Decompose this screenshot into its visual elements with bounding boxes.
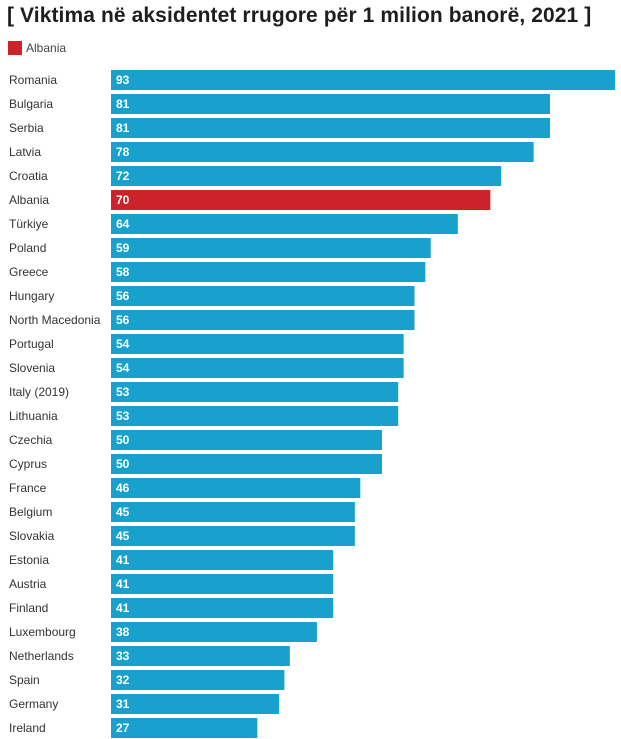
category-label-t-rkiye: Türkiye bbox=[9, 217, 49, 231]
value-label-slovenia: 54 bbox=[116, 361, 130, 375]
category-label-czechia: Czechia bbox=[9, 433, 53, 447]
category-label-lithuania: Lithuania bbox=[9, 409, 58, 423]
value-label-croatia: 72 bbox=[116, 169, 130, 183]
value-label-bulgaria: 81 bbox=[116, 97, 130, 111]
bar-croatia bbox=[111, 166, 502, 186]
value-label-cyprus: 50 bbox=[116, 457, 130, 471]
value-label-belgium: 45 bbox=[116, 505, 130, 519]
category-label-greece: Greece bbox=[9, 265, 49, 279]
value-label-finland: 41 bbox=[116, 601, 130, 615]
value-label-latvia: 78 bbox=[116, 145, 130, 159]
bar-latvia bbox=[111, 142, 534, 162]
value-label-t-rkiye: 64 bbox=[116, 217, 130, 231]
category-label-france: France bbox=[9, 481, 47, 495]
bar-t-rkiye bbox=[111, 214, 458, 234]
value-label-portugal: 54 bbox=[116, 337, 130, 351]
category-label-belgium: Belgium bbox=[9, 505, 52, 519]
bar-bulgaria bbox=[111, 94, 550, 114]
bar-lithuania bbox=[111, 406, 399, 426]
category-label-north-macedonia: North Macedonia bbox=[9, 313, 101, 327]
category-label-spain: Spain bbox=[9, 673, 40, 687]
value-label-estonia: 41 bbox=[116, 553, 130, 567]
value-label-lithuania: 53 bbox=[116, 409, 130, 423]
category-label-hungary: Hungary bbox=[9, 289, 54, 303]
value-label-poland: 59 bbox=[116, 241, 130, 255]
bar-ireland bbox=[111, 718, 258, 738]
bar-cyprus bbox=[111, 454, 382, 474]
category-label-netherlands: Netherlands bbox=[9, 649, 74, 663]
bar-slovenia bbox=[111, 358, 404, 378]
bar-spain bbox=[111, 670, 285, 690]
bar-albania bbox=[111, 190, 491, 210]
legend-swatch-albania bbox=[8, 41, 22, 55]
category-label-luxembourg: Luxembourg bbox=[9, 625, 76, 639]
bar-greece bbox=[111, 262, 426, 282]
bar-estonia bbox=[111, 550, 334, 570]
value-label-slovakia: 45 bbox=[116, 529, 130, 543]
bar-poland bbox=[111, 238, 431, 258]
bar-serbia bbox=[111, 118, 550, 138]
bar-portugal bbox=[111, 334, 404, 354]
bar-france bbox=[111, 478, 361, 498]
value-label-france: 46 bbox=[116, 481, 130, 495]
bar-netherlands bbox=[111, 646, 290, 666]
bar-belgium bbox=[111, 502, 355, 522]
bar-czechia bbox=[111, 430, 382, 450]
bar-luxembourg bbox=[111, 622, 317, 642]
category-label-cyprus: Cyprus bbox=[9, 457, 47, 471]
category-label-italy-2019: Italy (2019) bbox=[9, 385, 69, 399]
value-label-albania: 70 bbox=[116, 193, 130, 207]
value-label-romania: 93 bbox=[116, 73, 130, 87]
category-label-poland: Poland bbox=[9, 241, 46, 255]
category-label-bulgaria: Bulgaria bbox=[9, 97, 53, 111]
value-label-greece: 58 bbox=[116, 265, 130, 279]
category-label-austria: Austria bbox=[9, 577, 47, 591]
bar-italy-2019 bbox=[111, 382, 399, 402]
value-label-north-macedonia: 56 bbox=[116, 313, 130, 327]
category-label-slovenia: Slovenia bbox=[9, 361, 55, 375]
bar-north-macedonia bbox=[111, 310, 415, 330]
value-label-germany: 31 bbox=[116, 697, 130, 711]
category-label-finland: Finland bbox=[9, 601, 48, 615]
chart-title: [ Viktima në aksidentet rrugore për 1 mi… bbox=[7, 4, 592, 27]
legend-label-albania: Albania bbox=[26, 41, 67, 55]
value-label-netherlands: 33 bbox=[116, 649, 130, 663]
value-label-austria: 41 bbox=[116, 577, 130, 591]
category-label-estonia: Estonia bbox=[9, 553, 49, 567]
value-label-spain: 32 bbox=[116, 673, 130, 687]
bar-hungary bbox=[111, 286, 415, 306]
category-label-latvia: Latvia bbox=[9, 145, 41, 159]
value-label-hungary: 56 bbox=[116, 289, 130, 303]
category-label-croatia: Croatia bbox=[9, 169, 48, 183]
value-label-czechia: 50 bbox=[116, 433, 130, 447]
category-label-romania: Romania bbox=[9, 73, 57, 87]
bar-slovakia bbox=[111, 526, 355, 546]
value-label-serbia: 81 bbox=[116, 121, 130, 135]
category-label-ireland: Ireland bbox=[9, 721, 46, 735]
category-label-albania: Albania bbox=[9, 193, 49, 207]
value-label-luxembourg: 38 bbox=[116, 625, 130, 639]
bar-germany bbox=[111, 694, 279, 714]
category-label-germany: Germany bbox=[9, 697, 58, 711]
category-label-serbia: Serbia bbox=[9, 121, 44, 135]
value-label-italy-2019: 53 bbox=[116, 385, 130, 399]
category-label-portugal: Portugal bbox=[9, 337, 54, 351]
bar-finland bbox=[111, 598, 334, 618]
bar-romania bbox=[111, 70, 615, 90]
legend: Albania bbox=[8, 41, 66, 55]
category-label-slovakia: Slovakia bbox=[9, 529, 55, 543]
bar-austria bbox=[111, 574, 334, 594]
value-label-ireland: 27 bbox=[116, 721, 130, 735]
